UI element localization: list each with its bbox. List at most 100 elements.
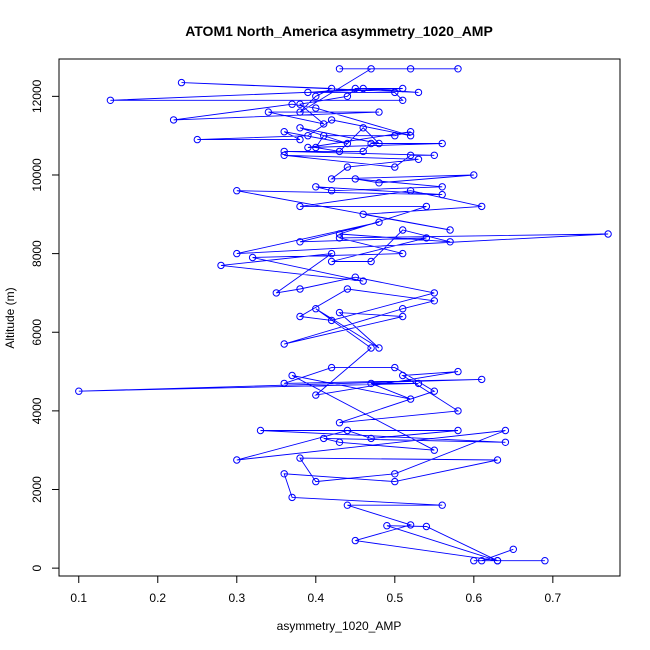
data-point [367,257,375,266]
data-point [446,226,454,234]
y-tick-label: 0 [30,564,44,571]
x-tick-label: 0.5 [386,591,403,605]
data-point [320,120,328,128]
data-point [359,277,367,285]
data-point [399,305,407,313]
data-point [406,128,415,136]
data-point [304,132,312,140]
data-point [406,521,415,529]
data-point [414,379,423,388]
data-point [391,363,399,372]
data-point [478,557,486,565]
data-point [375,218,383,226]
data-point [327,116,336,124]
plot-frame [58,58,621,577]
y-tick-label: 6000 [30,319,44,346]
data-point [296,238,304,246]
y-tick-label: 10000 [30,158,44,192]
data-point [438,501,446,509]
data-point [343,426,352,435]
data-point [312,143,320,152]
data-point [343,92,352,101]
y-axis-label: Altitude (m) [3,287,17,348]
data-point [399,226,407,234]
series-layer [75,65,612,565]
data-point [343,163,352,171]
data-point [312,305,320,313]
data-point [375,139,383,148]
data-point [296,135,304,144]
data-point [335,419,344,427]
data-point [383,522,391,530]
y-tick-label: 12000 [30,79,44,113]
series-line [78,68,609,562]
data-point [280,340,288,348]
data-point [422,234,431,242]
data-point [312,104,320,112]
data-point [335,438,344,446]
data-point [414,155,423,164]
data-point [604,230,612,238]
data-point [430,387,438,395]
data-point [351,536,359,545]
data-point [327,187,336,195]
data-point [296,202,304,211]
data-point [312,391,320,399]
data-point [359,84,367,93]
data-point [430,151,438,160]
data-point [343,501,352,509]
data-point [406,65,415,73]
data-point [367,344,375,352]
data-point [493,456,502,464]
data-point [501,426,510,435]
data-point [320,132,328,140]
data-point [478,202,486,211]
data-point [391,470,399,478]
data-point [454,407,462,415]
data-point [399,312,407,321]
data-point [272,289,280,297]
data-point [248,253,257,262]
x-axis: 0.1 0.2 0.3 0.4 0.5 0.6 0.7 [70,575,562,605]
x-tick-label: 0.2 [149,591,166,605]
data-point [493,557,502,565]
x-tick-label: 0.6 [465,591,482,605]
data-point [375,179,383,187]
data-point [406,395,415,403]
data-point [430,446,438,454]
data-point [217,261,225,270]
data-point [280,147,288,156]
data-point [438,190,446,199]
x-tick-label: 0.4 [307,591,324,605]
data-point [280,379,288,388]
data-point [375,344,383,352]
data-point [327,175,336,183]
data-point [264,108,273,116]
data-point [454,65,462,73]
data-point [296,108,304,116]
data-point [335,230,344,238]
x-tick-label: 0.3 [228,591,245,605]
data-point [320,434,328,443]
data-point [256,426,265,435]
data-point [280,128,288,136]
data-point [335,65,344,73]
data-point [280,470,288,478]
y-tick-label: 8000 [30,240,44,267]
data-point [327,249,336,258]
data-point [304,143,312,152]
data-point [501,438,510,446]
data-point [375,108,383,116]
data-point [304,88,312,97]
x-axis-label: asymmetry_1020_AMP [277,619,402,633]
x-tick-label: 0.1 [70,591,87,605]
data-point [414,88,423,97]
data-point [327,257,336,266]
data-point [470,557,478,565]
data-point [367,379,375,388]
data-point [399,249,407,258]
data-point [343,285,352,293]
data-point [288,371,296,380]
data-point [446,238,454,246]
data-point [367,139,375,148]
